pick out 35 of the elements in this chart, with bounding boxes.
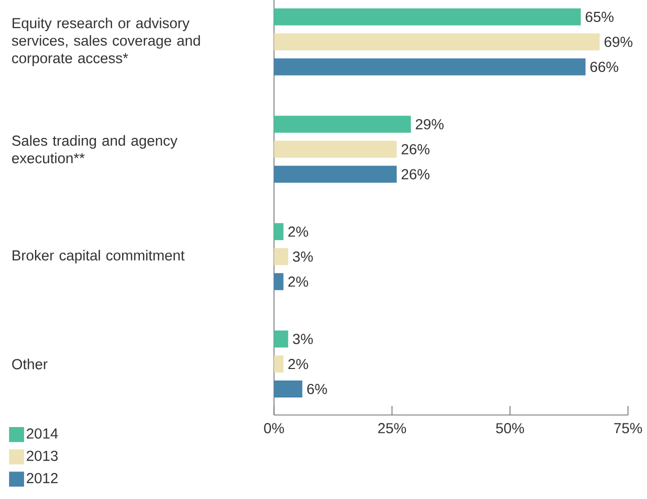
data-label: 66%	[590, 62, 618, 72]
data-label: 2%	[288, 358, 308, 370]
data-label: 26%	[402, 144, 430, 154]
bar	[274, 116, 411, 133]
y-tick-label: Sales trading and agency execution**	[12, 135, 178, 164]
legend-label: 2012	[26, 473, 58, 484]
y-tick-label: Broker capital commitment	[12, 250, 185, 264]
data-label: 6%	[307, 384, 327, 394]
bar	[274, 380, 302, 398]
data-label: 3%	[292, 334, 313, 344]
x-tick-label: 50%	[496, 423, 524, 434]
legend-label: 2014	[26, 428, 58, 439]
bar	[274, 140, 397, 158]
x-tick-label: 0%	[264, 423, 284, 434]
data-label: 2%	[288, 226, 308, 237]
data-label: 2%	[288, 276, 308, 287]
data-label: 69%	[604, 36, 632, 48]
bar	[274, 166, 397, 183]
bar	[274, 248, 288, 266]
x-tick-label: 25%	[378, 423, 406, 434]
data-label: 65%	[586, 12, 614, 22]
bar	[274, 33, 600, 50]
bar	[274, 58, 586, 76]
y-tick-label: Equity research or advisory services, sales coverage and corporate access*	[12, 18, 200, 66]
legend-label: 2013	[26, 450, 58, 461]
data-label: 26%	[402, 169, 430, 180]
data-label: 29%	[416, 119, 444, 130]
bar	[274, 8, 581, 26]
bar	[274, 356, 284, 372]
bar	[274, 273, 284, 290]
bar	[274, 330, 288, 348]
y-tick-label: Other	[12, 358, 48, 370]
x-tick-label: 75%	[614, 423, 642, 434]
bar	[274, 223, 284, 240]
data-label: 3%	[292, 251, 313, 262]
